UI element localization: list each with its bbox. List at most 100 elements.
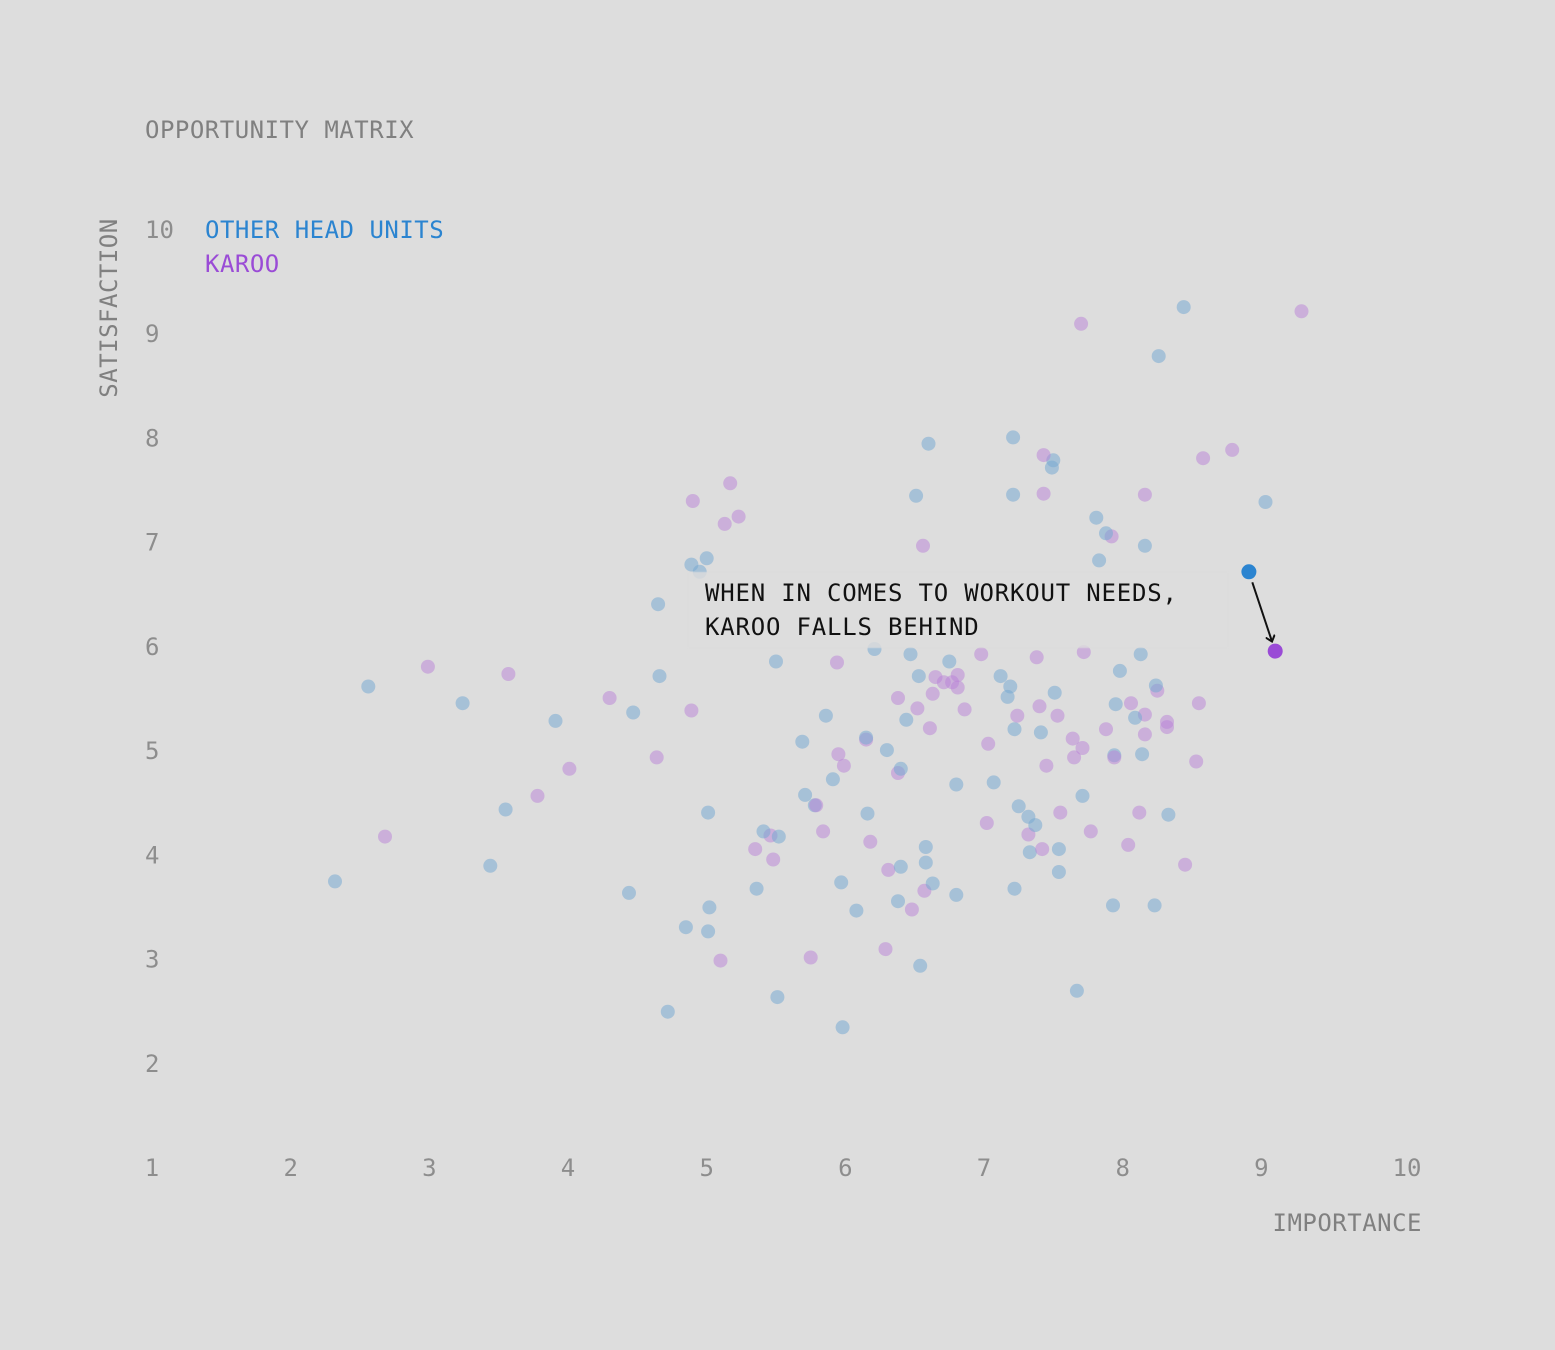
karoo-point	[1065, 731, 1080, 746]
annotation-backdrop	[688, 572, 1228, 648]
other-head-units-point	[1108, 697, 1123, 712]
karoo-point	[830, 655, 844, 670]
karoo-point	[1075, 741, 1090, 755]
other-head-units-point	[911, 669, 926, 684]
annotation-arrow	[1251, 581, 1271, 640]
karoo-point	[1039, 758, 1054, 773]
other-head-units-point	[903, 647, 918, 662]
karoo-point	[1036, 486, 1051, 501]
other-head-units-point	[1147, 898, 1162, 913]
other-head-units-point	[860, 806, 875, 821]
other-head-units-point	[622, 885, 636, 900]
other-head-units-point	[921, 436, 936, 451]
other-head-units-point	[949, 777, 964, 792]
other-head-units-point	[899, 712, 914, 727]
other-head-units-point	[1044, 460, 1059, 475]
other-head-units-point	[756, 824, 771, 839]
other-head-units-point	[918, 840, 933, 854]
other-head-units-point	[684, 557, 699, 572]
other-head-units-point	[1075, 788, 1090, 803]
karoo-point	[1076, 645, 1091, 660]
karoo-point	[1132, 805, 1147, 820]
karoo-point	[979, 816, 994, 830]
karoo-point	[922, 721, 937, 736]
y-tick-label: 7	[145, 529, 159, 557]
x-tick-label: 6	[838, 1154, 852, 1182]
other-head-units-point	[702, 900, 717, 915]
karoo-point	[378, 829, 392, 844]
other-head-units-point	[1112, 663, 1127, 678]
karoo-point	[1036, 448, 1051, 463]
other-head-units-point	[1148, 678, 1163, 693]
karoo-point	[803, 950, 818, 965]
other-head-units-point	[1092, 553, 1107, 568]
other-head-units-point	[483, 858, 498, 873]
other-head-units-point	[749, 881, 764, 896]
karoo-point	[1137, 727, 1152, 742]
other-head-units-point	[1151, 349, 1166, 364]
other-head-units-point	[678, 920, 693, 935]
chart-title: OPPORTUNITY MATRIX	[145, 116, 414, 144]
karoo-point	[809, 798, 824, 813]
other-head-units-point	[993, 669, 1008, 684]
karoo-point	[684, 703, 699, 718]
other-head-units-point	[548, 713, 563, 728]
karoo-point	[530, 788, 545, 803]
karoo-point	[916, 538, 930, 553]
annotation-line-2: KAROO FALLS BEHIND	[705, 613, 980, 641]
karoo-point	[1121, 837, 1136, 852]
x-tick-label: 3	[422, 1154, 436, 1182]
karoo-point	[1050, 708, 1065, 723]
other-head-units-point	[893, 859, 908, 874]
x-tick-label: 1	[145, 1154, 159, 1182]
y-tick-label: 8	[145, 424, 159, 452]
other-head-units-point	[1176, 300, 1191, 315]
other-head-units-point	[1128, 710, 1143, 725]
karoo-point	[1189, 754, 1204, 769]
karoo-point	[928, 670, 943, 685]
other-head-units-point	[626, 705, 641, 720]
other-head-units-point	[1033, 725, 1048, 740]
other-head-units-point	[859, 730, 874, 745]
other-head-units-point	[770, 990, 785, 1005]
other-head-units-point	[1000, 689, 1015, 704]
other-head-units-point	[1011, 799, 1026, 814]
karoo-point	[1083, 824, 1098, 839]
legend-other-head-units: OTHER HEAD UNITS	[205, 216, 444, 244]
other-head-units-point	[798, 787, 813, 802]
other-head-units-point	[651, 597, 666, 612]
karoo-point	[881, 862, 896, 877]
y-axis-label: SATISFACTION	[95, 218, 123, 397]
other-head-units-point	[498, 802, 513, 817]
x-tick-label: 2	[283, 1154, 297, 1182]
karoo-point	[1178, 857, 1193, 872]
highlight-group	[1241, 564, 1283, 659]
other-head-units-point	[701, 805, 716, 820]
other-head-units-point	[879, 743, 894, 758]
karoo-point	[1225, 442, 1240, 457]
x-axis-label: IMPORTANCE	[1273, 1209, 1423, 1237]
other-head-units-point	[1007, 881, 1022, 896]
karoo-point	[1010, 708, 1025, 723]
other-head-units-point	[328, 874, 342, 889]
other-head-units-point	[699, 551, 714, 566]
karoo-point	[950, 668, 965, 682]
karoo-point	[891, 691, 905, 705]
other-head-units-point	[925, 876, 940, 891]
karoo-point	[1035, 842, 1050, 857]
scatter-points	[328, 300, 1309, 1035]
other-head-units-point	[701, 924, 716, 939]
karoo-point	[649, 750, 664, 765]
karoo-point	[723, 476, 738, 491]
other-head-units-point	[1133, 647, 1148, 662]
other-head-units-point	[891, 894, 905, 909]
y-axis-ticks: 2 3 4 5 6 7 8 9 10	[145, 216, 174, 1078]
other-head-units-point	[1051, 865, 1066, 879]
other-head-units-point	[769, 654, 783, 669]
other-head-units-point	[1007, 722, 1022, 737]
other-head-units-point	[1047, 685, 1062, 700]
other-head-units-point	[1161, 807, 1176, 822]
karoo-point	[1137, 487, 1152, 502]
karoo-point	[501, 667, 516, 681]
